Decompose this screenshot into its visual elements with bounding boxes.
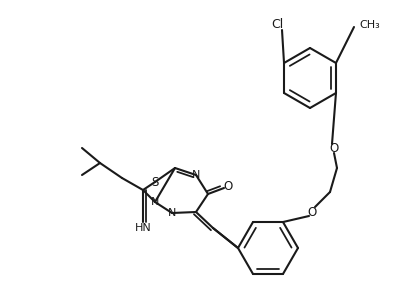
Text: Cl: Cl bbox=[271, 18, 283, 32]
Text: N: N bbox=[151, 197, 159, 207]
Text: S: S bbox=[151, 175, 159, 188]
Text: O: O bbox=[223, 179, 233, 193]
Text: O: O bbox=[329, 141, 339, 154]
Text: CH₃: CH₃ bbox=[359, 20, 380, 30]
Text: O: O bbox=[307, 206, 317, 219]
Text: N: N bbox=[192, 170, 200, 180]
Text: HN: HN bbox=[135, 223, 152, 233]
Text: N: N bbox=[168, 208, 176, 218]
